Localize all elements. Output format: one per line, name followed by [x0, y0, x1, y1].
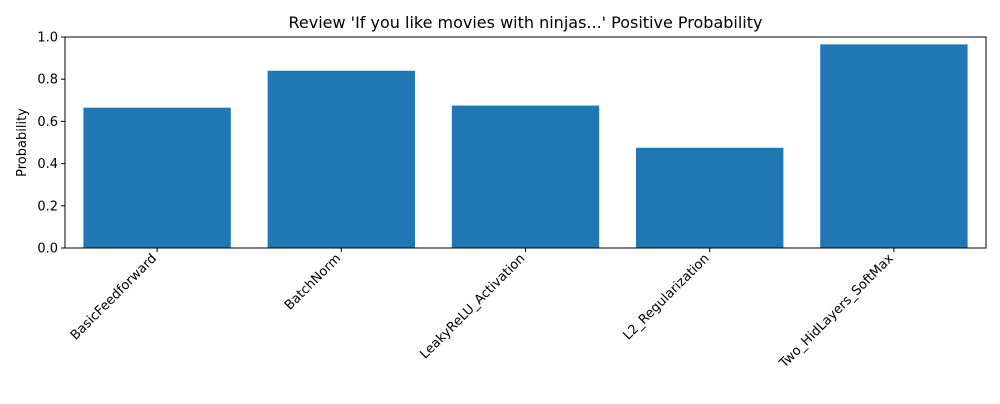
y-tick-label-4: 0.6 — [37, 115, 58, 130]
chart-title: Review 'If you like movies with ninjas..… — [289, 13, 763, 32]
x-tick-label-4: L2_Regularization — [620, 251, 712, 343]
bar-5 — [820, 44, 968, 249]
x-tick-label-2: BatchNorm — [282, 251, 344, 313]
x-tick-label-3: LeakyReLU_Activation — [417, 251, 528, 362]
x-tick-label-5: Two_HidLayers_SoftMax — [776, 251, 897, 372]
x-tick-label-1: BasicFeedforward — [68, 251, 160, 343]
y-axis-label: Probability — [15, 108, 30, 177]
bar-2 — [267, 70, 415, 248]
y-tick-label-5: 0.8 — [37, 73, 58, 88]
y-tick-label-6: 1.0 — [37, 31, 58, 46]
y-tick-label-3: 0.4 — [37, 157, 58, 172]
plot-area: 0.0 0.2 0.4 0.6 0.8 1.0 BasicFeedforward BatchN… — [37, 31, 987, 372]
bar-4 — [636, 147, 784, 248]
bar-3 — [451, 105, 600, 248]
bar-1 — [83, 107, 231, 248]
y-tick-label-2: 0.2 — [37, 199, 58, 214]
y-tick-label-1: 0.0 — [37, 242, 58, 257]
